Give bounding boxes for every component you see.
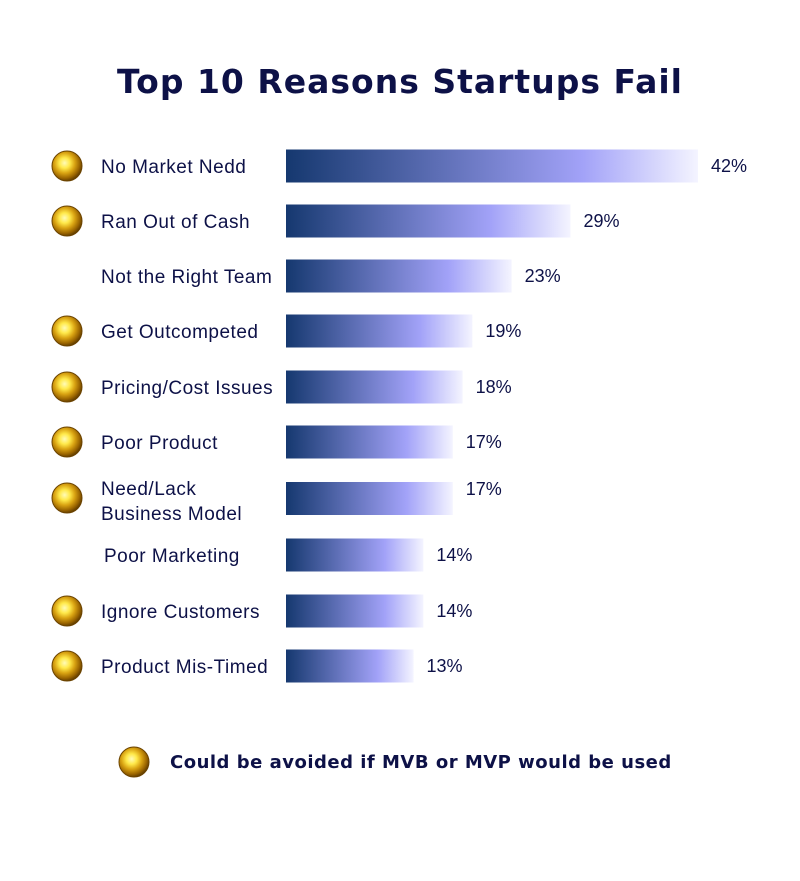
- value-label: 14%: [436, 601, 472, 621]
- category-label: No Market Nedd: [101, 157, 246, 178]
- category-label: Poor Marketing: [104, 546, 240, 567]
- bar-row: Not the Right Team 23%: [101, 259, 561, 293]
- bar-row: Poor Marketing 14%: [104, 538, 472, 572]
- bar-row: Get Outcompeted 19%: [51, 314, 521, 348]
- category-label: Product Mis-Timed: [101, 657, 268, 678]
- gold-sphere-icon: [51, 205, 83, 237]
- category-label: Poor Product: [101, 433, 218, 454]
- bar: [286, 370, 463, 404]
- category-label: Get Outcompeted: [101, 322, 258, 343]
- gold-sphere-icon: [51, 371, 83, 403]
- bar-row: Poor Product 17%: [51, 425, 502, 459]
- bar: [286, 594, 424, 628]
- bar: [286, 204, 571, 238]
- value-label: 17%: [466, 479, 502, 499]
- value-label: 23%: [525, 266, 561, 286]
- bar-row: Product Mis-Timed 13%: [51, 649, 463, 683]
- bars-layer: No Market Nedd 42% Ran Out of Cash 29% Not t…: [51, 149, 747, 683]
- value-label: 19%: [485, 321, 521, 341]
- bar-row: Ran Out of Cash 29%: [51, 204, 620, 238]
- bar-row: No Market Nedd 42%: [51, 149, 747, 183]
- value-label: 13%: [427, 656, 463, 676]
- bar: [286, 482, 453, 515]
- gold-sphere-icon: [51, 426, 83, 458]
- gold-sphere-icon: [51, 150, 83, 182]
- gold-sphere-icon: [51, 595, 83, 627]
- value-label: 14%: [436, 545, 472, 565]
- category-label: Ran Out of Cash: [101, 212, 250, 233]
- value-label: 17%: [466, 432, 502, 452]
- value-label: 29%: [583, 211, 619, 231]
- gold-sphere-icon: [51, 482, 83, 514]
- bar: [286, 149, 698, 183]
- bar: [286, 649, 414, 683]
- category-label: Pricing/Cost Issues: [101, 378, 273, 399]
- legend: Could be avoided if MVB or MVP would be …: [118, 746, 672, 778]
- bar-row: Ignore Customers 14%: [51, 594, 472, 628]
- category-label: Need/Lack Business Model: [101, 479, 242, 525]
- bar: [286, 425, 453, 459]
- value-label: 42%: [711, 156, 747, 176]
- value-label: 18%: [476, 377, 512, 397]
- legend-text: Could be avoided if MVB or MVP would be …: [170, 752, 672, 773]
- gold-sphere-icon: [51, 650, 83, 682]
- bar: [286, 314, 473, 348]
- category-label: Ignore Customers: [101, 602, 260, 623]
- bar-row: Need/Lack Business Model 17%: [51, 479, 502, 525]
- bar: [286, 538, 424, 572]
- bar-row: Pricing/Cost Issues 18%: [51, 370, 512, 404]
- bar: [286, 259, 512, 293]
- gold-sphere-icon: [51, 315, 83, 347]
- category-label: Not the Right Team: [101, 267, 272, 288]
- chart-title: Top 10 Reasons Startups Fail: [117, 62, 683, 101]
- legend-gold-sphere-icon: [118, 746, 150, 778]
